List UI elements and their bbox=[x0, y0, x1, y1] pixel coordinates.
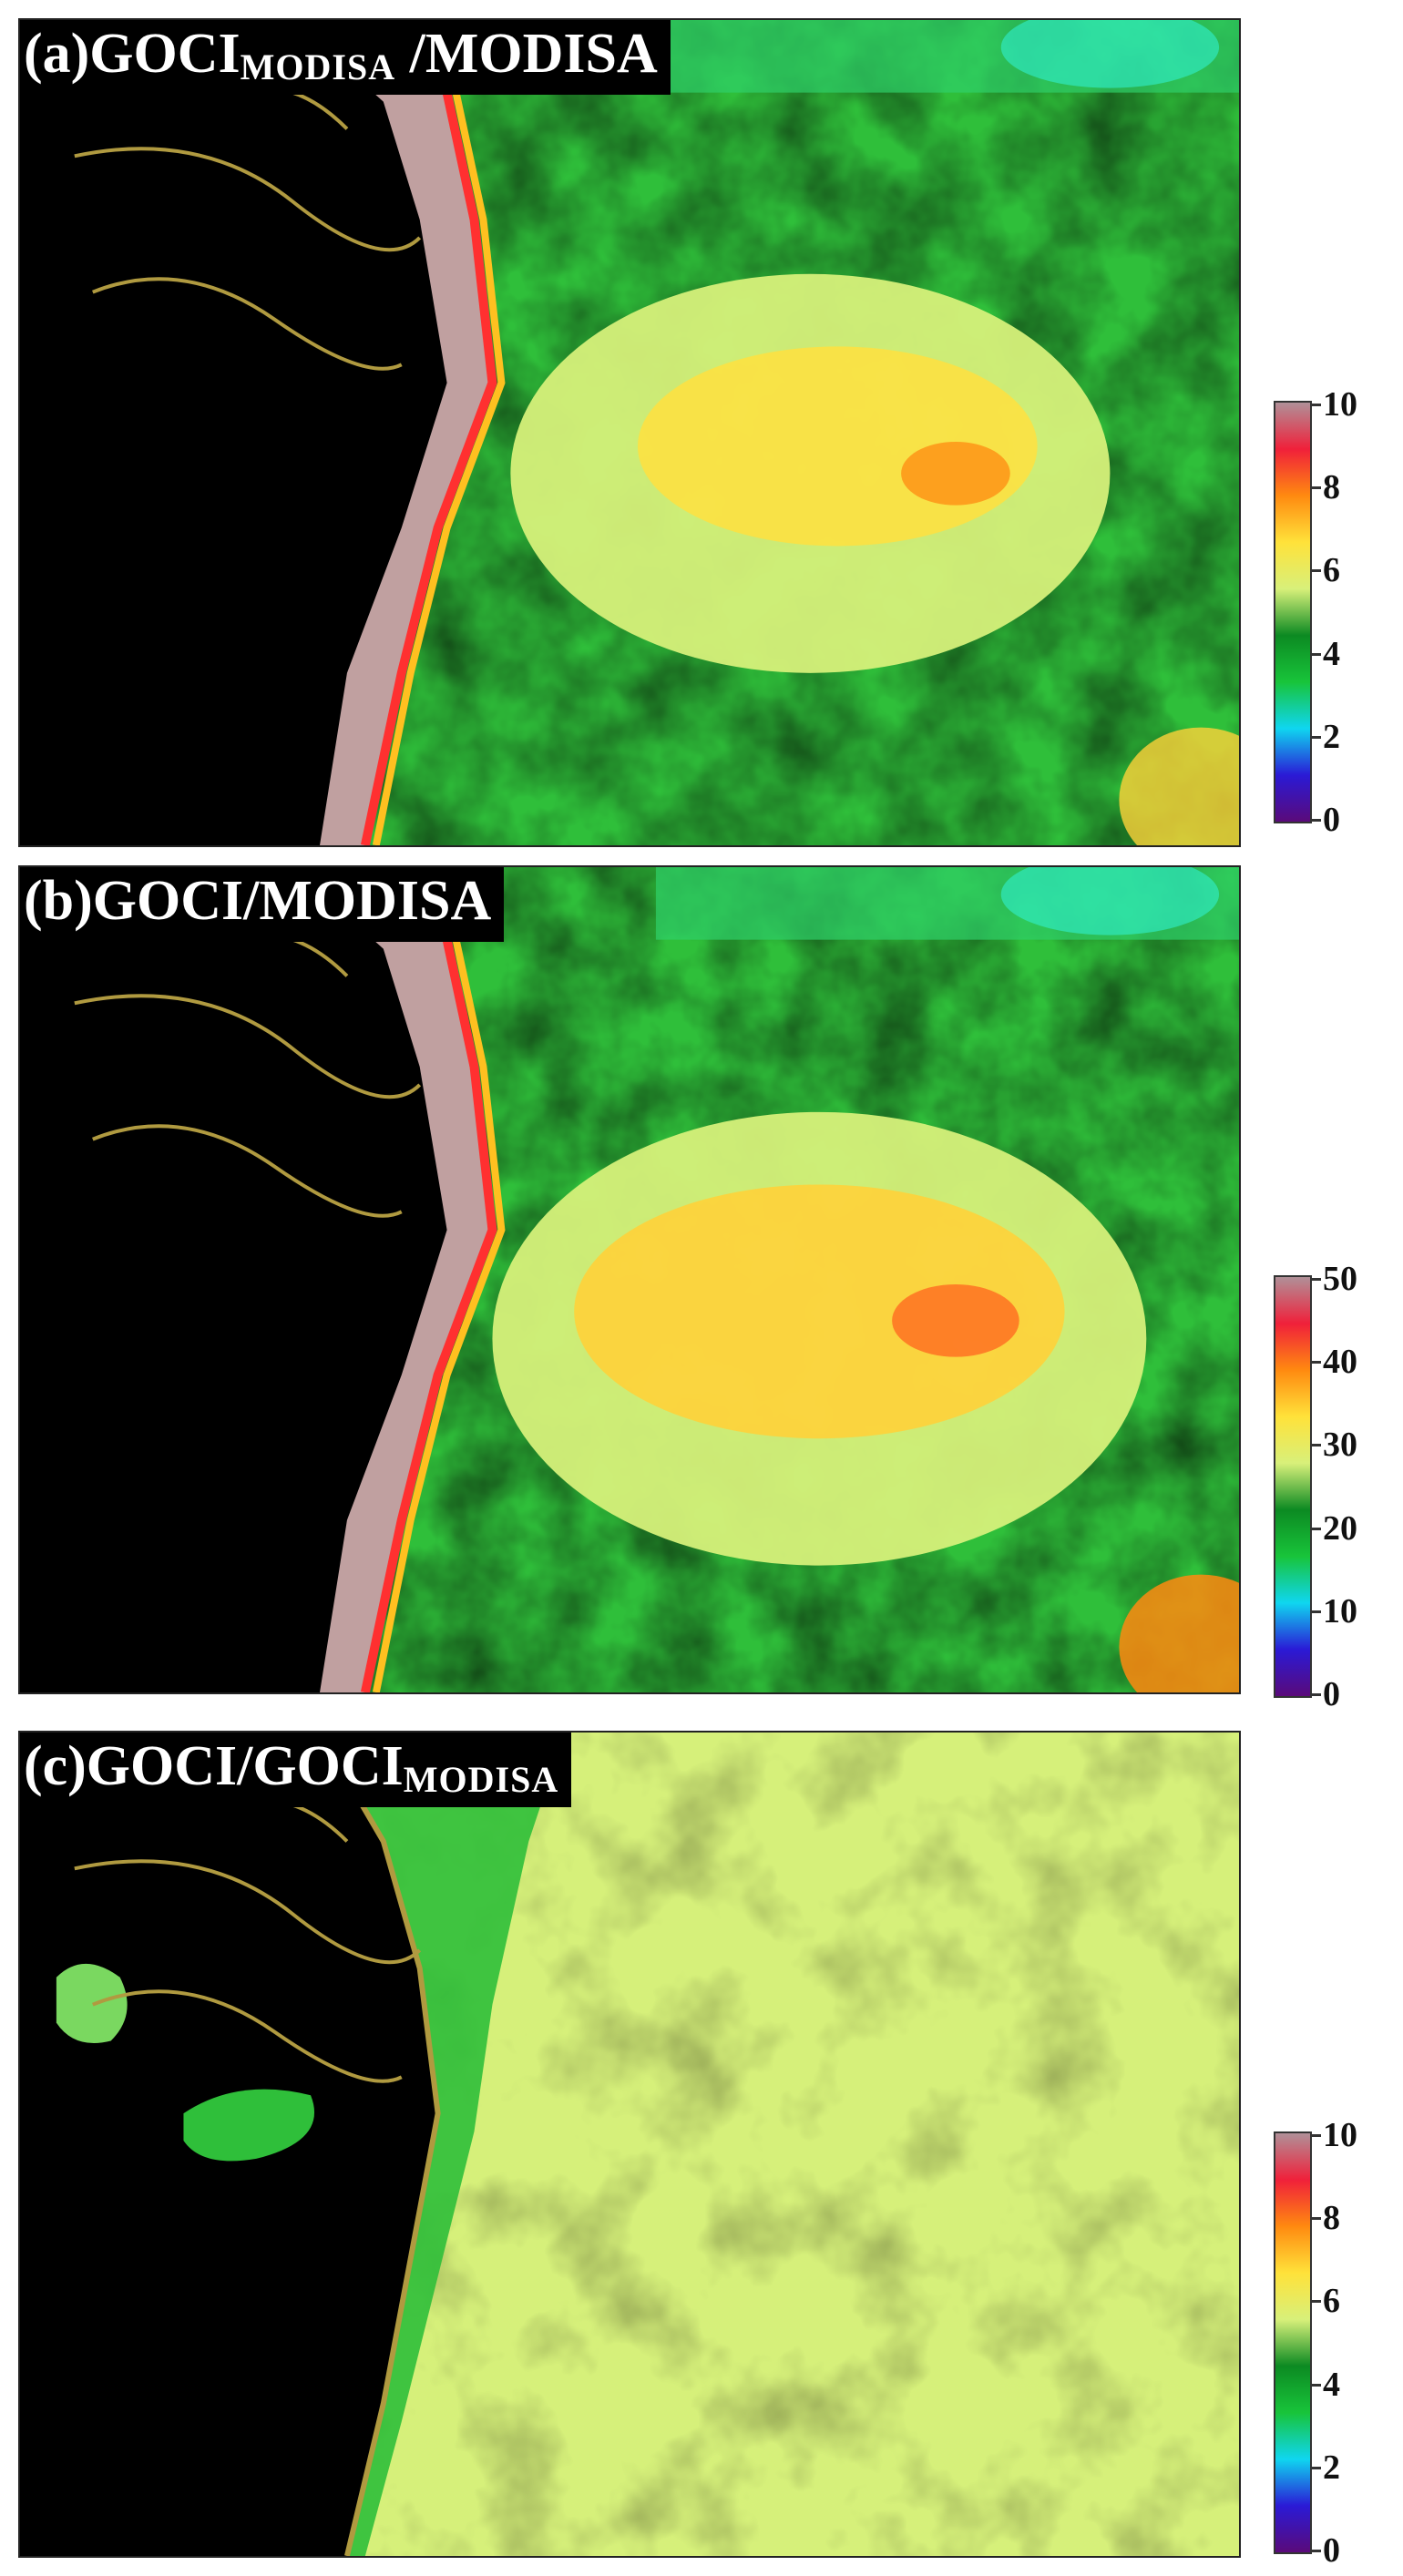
colorbar-tick-label: 8 bbox=[1323, 468, 1340, 507]
panel-c-map: (c)GOCI/GOCIMODISA bbox=[18, 1731, 1241, 2558]
colorbar-tick-label: 8 bbox=[1323, 2199, 1340, 2238]
colorbar-tick-mark bbox=[1312, 1361, 1321, 1365]
colorbar-tick-label: 6 bbox=[1323, 551, 1340, 590]
colorbar-b bbox=[1274, 1275, 1312, 1698]
colorbar-tick-mark bbox=[1312, 2217, 1321, 2221]
colorbar-tick-mark bbox=[1312, 1278, 1321, 1281]
colorbar-a bbox=[1274, 401, 1312, 823]
colorbar-tick-mark bbox=[1312, 1610, 1321, 1613]
colorbar-tick-mark bbox=[1312, 2300, 1321, 2304]
colorbar-tick-mark bbox=[1312, 2466, 1321, 2469]
panel-a-title: (a)GOCIMODISA /MODISA bbox=[20, 20, 671, 95]
colorbar-tick-label: 0 bbox=[1323, 801, 1340, 839]
colorbar-tick-label: 50 bbox=[1323, 1260, 1357, 1298]
colorbar-tick-label: 4 bbox=[1323, 2365, 1340, 2404]
colorbar-tick-mark bbox=[1312, 1693, 1321, 1696]
colorbar-c bbox=[1274, 2131, 1312, 2554]
colorbar-tick-mark bbox=[1312, 652, 1321, 656]
colorbar-tick-label: 0 bbox=[1323, 1675, 1340, 1713]
colorbar-tick-label: 2 bbox=[1323, 2448, 1340, 2487]
colorbar-tick-mark bbox=[1312, 1527, 1321, 1530]
colorbar-tick-label: 10 bbox=[1323, 385, 1357, 424]
panel-c-title: (c)GOCI/GOCIMODISA bbox=[20, 1733, 572, 1807]
panel-b-map: (b)GOCI/MODISA bbox=[18, 865, 1241, 1694]
colorbar-tick-mark bbox=[1312, 819, 1321, 822]
panel-b-image bbox=[20, 867, 1239, 1692]
colorbar-tick-mark bbox=[1312, 404, 1321, 406]
colorbar-tick-label: 40 bbox=[1323, 1343, 1357, 1382]
panel-b-title: (b)GOCI/MODISA bbox=[20, 867, 505, 942]
colorbar-tick-mark bbox=[1312, 2134, 1321, 2137]
colorbar-tick-mark bbox=[1312, 735, 1321, 739]
colorbar-tick-label: 30 bbox=[1323, 1426, 1357, 1465]
panel-a-map: (a)GOCIMODISA /MODISA bbox=[18, 18, 1241, 847]
colorbar-tick-label: 6 bbox=[1323, 2282, 1340, 2321]
colorbar-tick-label: 20 bbox=[1323, 1508, 1357, 1548]
colorbar-tick-label: 4 bbox=[1323, 634, 1340, 673]
colorbar-tick-mark bbox=[1312, 486, 1321, 490]
colorbar-tick-label: 2 bbox=[1323, 717, 1340, 756]
colorbar-tick-mark bbox=[1312, 2550, 1321, 2552]
colorbar-tick-label: 10 bbox=[1323, 1591, 1357, 1630]
panel-c-image bbox=[20, 1733, 1239, 2556]
colorbar-tick-label: 0 bbox=[1323, 2531, 1340, 2570]
colorbar-tick-mark bbox=[1312, 2383, 1321, 2387]
colorbar-tick-mark bbox=[1312, 1444, 1321, 1447]
colorbar-tick-label: 10 bbox=[1323, 2116, 1357, 2154]
colorbar-tick-mark bbox=[1312, 569, 1321, 573]
panel-a-image bbox=[20, 20, 1239, 845]
